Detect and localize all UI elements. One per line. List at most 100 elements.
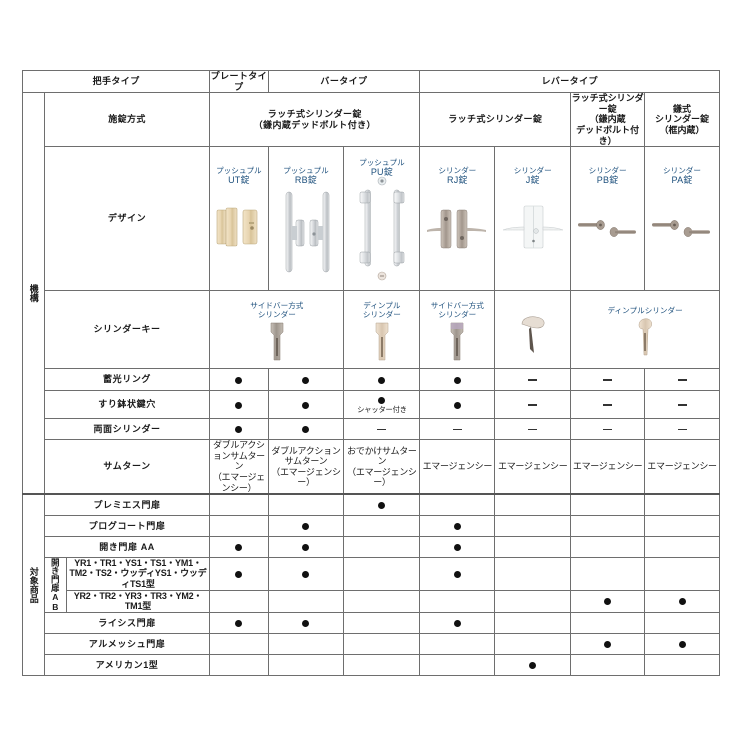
side-label-target-products: 対象商品 xyxy=(22,493,45,676)
lock-method-line1: ラッチ式シリンダー錠 xyxy=(267,109,362,120)
dash-mark xyxy=(677,428,687,431)
cell-double-cylinder-rb xyxy=(267,418,345,441)
cell-american-pb xyxy=(570,653,646,676)
design-cell-pb: シリンダー PB錠 xyxy=(570,146,646,292)
row-label-almesh-gate: アルメッシュ門扉 xyxy=(43,632,211,655)
cylinder-key-line2-1: シリンダー xyxy=(257,310,296,320)
cell-aa-rb xyxy=(267,535,345,558)
thumbturn-text-line1: エマージェンシー xyxy=(498,461,568,472)
design-cell-ut: プッシュプル UT錠 xyxy=(209,146,269,292)
design-cell-rj: シリンダー RJ錠 xyxy=(419,146,496,292)
design-caption-rj: シリンダー RJ錠 xyxy=(420,166,494,186)
design-cell-j: シリンダー J錠 xyxy=(494,146,572,292)
dot-mark xyxy=(453,376,461,384)
cell-almesh-j xyxy=(494,632,572,655)
dot-mark xyxy=(529,661,537,669)
design-name-pb: PB錠 xyxy=(596,175,619,186)
cell-premiess-rb xyxy=(267,493,345,516)
thumbturn-text-line1: エマージェンシー xyxy=(422,461,493,472)
group-header-bar-type: バータイプ xyxy=(267,69,421,94)
cell-rhysis-pb xyxy=(570,611,646,634)
cell-luminous-ring-rj xyxy=(419,368,496,392)
cylinder-key-line2-3: シリンダー xyxy=(438,310,477,320)
cell-premiess-pa xyxy=(644,493,720,516)
cell-double-cylinder-rj xyxy=(419,418,496,441)
dot-mark xyxy=(453,619,461,627)
row-label-mortar-keyhole: すり鉢状鍵穴 xyxy=(43,390,211,420)
design-prefix-j: シリンダー xyxy=(513,166,552,176)
cell-g2-j xyxy=(494,589,572,613)
cell-luminous-ring-pa xyxy=(644,368,720,392)
cell-american-rj xyxy=(419,653,496,676)
cell-progcourt-rb xyxy=(267,514,345,537)
cell-g2-pa xyxy=(644,589,720,613)
thumbturn-text-line1: ダブルアクションサムターン xyxy=(271,445,341,467)
cell-american-pa xyxy=(644,653,720,676)
design-cell-rb: プッシュプル RB錠 xyxy=(267,146,345,292)
lock-method-pa-line1: 鎌式 xyxy=(673,103,692,114)
dot-mark xyxy=(678,640,686,648)
cell-american-j xyxy=(494,653,572,676)
lock-method-kama-cylinder-frame: 鎌式 シリンダー錠 （框内蔵） xyxy=(644,92,720,148)
dot-mark xyxy=(678,598,686,606)
design-name-pa: PA錠 xyxy=(671,175,693,186)
specification-comparison-table: 把手タイプ プレートタイプ バータイプ レバータイプ 機構 施錠方式 ラッチ式シ… xyxy=(21,69,720,676)
design-caption-pb: シリンダー PB錠 xyxy=(571,166,644,186)
table-row-progcourt-gate: プログコート門扉 xyxy=(23,514,720,537)
table-row-cylinder-key: シリンダーキー サイドバー方式 シリンダー xyxy=(23,290,720,370)
cell-rhysis-pu xyxy=(343,611,421,634)
dot-mark xyxy=(302,543,310,551)
cell-american-rb xyxy=(267,653,345,676)
cell-progcourt-j xyxy=(494,514,572,537)
table-row-double-cylinder: 両面シリンダー xyxy=(23,418,720,441)
row-label-premiess-gate: プレミエス門扉 xyxy=(43,493,211,516)
cell-almesh-pa xyxy=(644,632,720,655)
cell-mortar-keyhole-plate xyxy=(209,390,269,420)
cell-progcourt-rj xyxy=(419,514,496,537)
dot-mark xyxy=(302,522,310,530)
cell-almesh-rb xyxy=(267,632,345,655)
lock-method-pb-line1: ラッチ式シリンダー錠 xyxy=(571,93,644,114)
cylinder-pb-lever-handle-icon xyxy=(571,186,644,274)
dot-mark xyxy=(235,619,243,627)
dash-mark xyxy=(528,428,538,431)
cell-g2-pb xyxy=(570,589,646,613)
table-row-american-type1: アメリカン1型 xyxy=(23,653,720,676)
cell-luminous-ring-rb xyxy=(267,368,345,392)
design-caption-pu: プッシュプル PU錠 xyxy=(344,158,419,178)
design-caption-ut: プッシュプル UT錠 xyxy=(210,166,267,186)
lock-method-pb-line2: （鎌内蔵 xyxy=(589,114,626,125)
thumbturn-text-line1: ダブルアクションサムターン xyxy=(212,440,265,472)
dash-mark xyxy=(603,428,613,431)
cell-g1-pa xyxy=(644,556,720,591)
lock-method-latch-cylinder: ラッチ式シリンダー錠 xyxy=(419,92,572,148)
cell-rhysis-j xyxy=(494,611,572,634)
cell-luminous-ring-j xyxy=(494,368,572,392)
cell-thumbturn-j: エマージェンシー xyxy=(494,439,572,495)
cell-mortar-keyhole-j xyxy=(494,390,572,420)
cell-progcourt-pu xyxy=(343,514,421,537)
thumbturn-text-line2: （エマージェンシー） xyxy=(271,466,341,488)
dimple-key-j-icon xyxy=(495,313,570,355)
cell-aa-pa xyxy=(644,535,720,558)
dot-mark xyxy=(378,396,386,404)
dot-mark xyxy=(604,598,612,606)
push-pull-pu-bar-handle-icon xyxy=(344,176,419,282)
cell-american-plate xyxy=(209,653,269,676)
cylinder-rj-lever-handle-icon xyxy=(420,186,494,274)
table-row-design: デザイン プッシュプル UT錠 xyxy=(23,146,720,292)
cell-double-cylinder-pb xyxy=(570,418,646,441)
cylinder-key-caption-2: ディンプル シリンダー xyxy=(344,301,419,320)
cell-g2-rj xyxy=(419,589,496,613)
dimple-key-icon xyxy=(344,320,419,362)
row-label-luminous-ring: 蓄光リング xyxy=(43,368,211,392)
cylinder-key-cell-dimple-pu: ディンプル シリンダー xyxy=(343,290,421,370)
cell-rhysis-pa xyxy=(644,611,720,634)
cylinder-pa-lever-handle-icon xyxy=(645,186,719,274)
design-cell-pa: シリンダー PA錠 xyxy=(644,146,720,292)
cell-luminous-ring-pu xyxy=(343,368,421,392)
row-label-hinged-gate-aa: 開き門扉 AA xyxy=(43,535,211,558)
cell-mortar-keyhole-pa xyxy=(644,390,720,420)
cell-double-cylinder-pu xyxy=(343,418,421,441)
